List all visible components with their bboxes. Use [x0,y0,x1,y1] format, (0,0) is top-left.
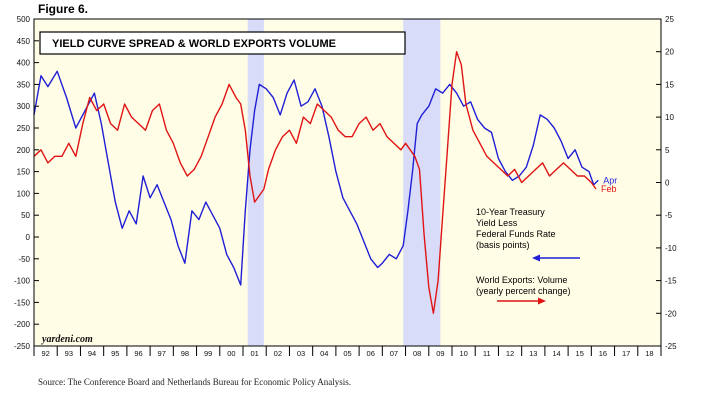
x-tick-label: 95 [111,349,119,358]
x-tick-label: 09 [436,349,444,358]
end-label-spread: Apr [603,175,617,185]
left-tick-label: -150 [14,298,31,307]
x-tick-label: 05 [343,349,351,358]
x-tick-label: 07 [390,349,398,358]
x-tick-label: 13 [529,349,537,358]
right-tick-label: 25 [665,15,674,24]
legend-line: (basis points) [476,240,530,250]
x-tick-label: 93 [65,349,73,358]
right-tick-label: 0 [665,179,670,188]
left-tick-label: -50 [18,255,30,264]
x-tick-label: 92 [41,349,49,358]
left-tick-label: 400 [17,59,31,68]
left-tick-label: 100 [17,189,31,198]
right-tick-label: -10 [665,244,677,253]
left-tick-label: -100 [14,277,31,286]
x-tick-label: 14 [552,349,560,358]
watermark: yardeni.com [41,334,93,345]
series-layer [33,51,599,314]
x-tick-label: 06 [367,349,375,358]
legend-line: (yearly percent change) [476,286,571,296]
plot-background [34,19,661,346]
right-tick-label: -15 [665,277,677,286]
legend-line: 10-Year Treasury [476,207,545,217]
left-tick-label: 250 [17,124,31,133]
legend-label-exports: World Exports: Volume (yearly percent cha… [476,275,571,296]
right-tick-label: 15 [665,80,674,89]
legend-arrowhead-exports [538,297,546,305]
x-tick-label: 94 [88,349,96,358]
x-tick-label: 01 [250,349,258,358]
legend-line: World Exports: Volume [476,275,567,285]
axes-layer: -250-200-150-100-50050100150200250300350… [14,15,677,358]
right-tick-label: -25 [665,342,677,351]
left-tick-label: 50 [21,211,30,220]
x-tick-label: 03 [297,349,305,358]
x-tick-label: 97 [158,349,166,358]
x-tick-label: 18 [645,349,653,358]
right-tick-label: -20 [665,309,677,318]
x-tick-label: 11 [483,349,491,358]
x-tick-label: 04 [320,349,328,358]
left-tick-label: -200 [14,320,31,329]
right-tick-label: 20 [665,48,674,57]
chart-title: YIELD CURVE SPREAD & WORLD EXPORTS VOLUM… [52,38,336,50]
legend-line: Yield Less [476,218,518,228]
legend: 10-Year Treasury Yield Less Federal Funds … [476,207,580,305]
x-tick-label: 96 [134,349,142,358]
x-tick-label: 15 [576,349,584,358]
x-tick-label: 98 [181,349,189,358]
legend-arrowhead-spread [532,254,540,262]
right-tick-label: 5 [665,146,670,155]
left-tick-label: 200 [17,146,31,155]
left-tick-label: 500 [17,15,31,24]
recession-band-2 [403,19,441,346]
recession-bands [247,19,441,346]
x-tick-label: 17 [622,349,630,358]
x-tick-label: 99 [204,349,212,358]
left-tick-label: 0 [26,233,31,242]
x-tick-label: 08 [413,349,421,358]
chart-title-box: YIELD CURVE SPREAD & WORLD EXPORTS VOLUM… [39,31,406,55]
x-tick-label: 00 [227,349,235,358]
x-tick-label: 02 [274,349,282,358]
left-tick-label: 350 [17,80,31,89]
series-line-spread [33,70,599,286]
recession-band-1 [247,19,264,346]
legend-line: Federal Funds Rate [476,229,556,239]
left-tick-label: 150 [17,168,31,177]
end-label-exports: Feb [601,184,617,194]
left-tick-label: 450 [17,37,31,46]
x-tick-label: 16 [599,349,607,358]
left-tick-label: -250 [14,342,31,351]
left-tick-label: 300 [17,102,31,111]
right-tick-label: 10 [665,113,674,122]
x-tick-label: 10 [459,349,467,358]
figure-label: Figure 6. [38,2,89,16]
series-line-exports [33,51,597,314]
x-tick-label: 12 [506,349,514,358]
right-tick-label: -5 [665,211,673,220]
source-note: Source: The Conference Board and Netherl… [38,377,351,387]
legend-label-spread: 10-Year Treasury Yield Less Federal Funds … [476,207,556,250]
